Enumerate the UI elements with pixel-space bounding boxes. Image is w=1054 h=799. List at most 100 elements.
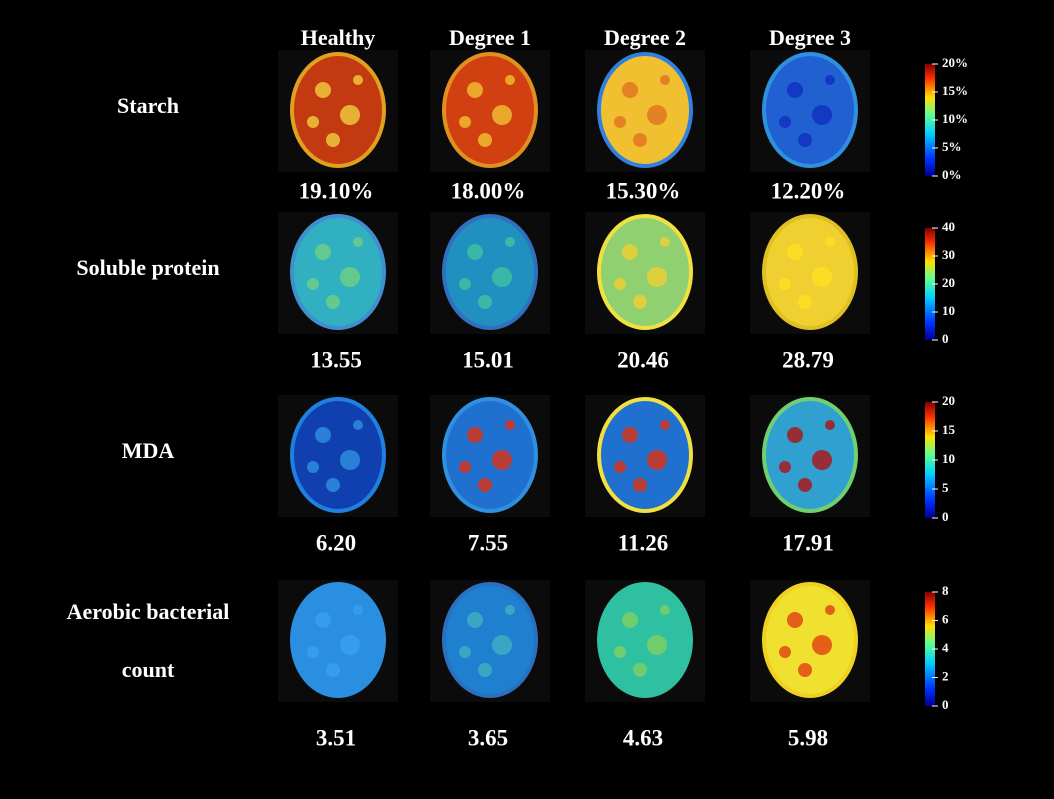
map-spot [315,427,331,443]
value: 12.20% [771,178,846,203]
map-spot [459,461,471,473]
value: 3.51 [316,725,356,750]
row-label: Starch [117,93,179,118]
value: 19.10% [299,178,374,203]
map-spot [326,295,340,309]
colorbar-label: 20% [942,55,968,70]
map [292,54,384,166]
map-spot [812,267,832,287]
map-spot [647,450,667,470]
map-spot [798,663,812,677]
map-spot [779,646,791,658]
map-spot [353,605,363,615]
map-spot [340,267,360,287]
column-header: Degree 3 [769,25,851,50]
map [764,399,856,511]
map-spot [353,420,363,430]
colorbar-label: 0% [942,167,962,182]
map-spot [467,427,483,443]
map [292,399,384,511]
value: 28.79 [782,347,834,372]
column-header: Degree 1 [449,25,531,50]
map-spot [326,133,340,147]
map-spot [315,244,331,260]
colorbar-label: 4 [942,640,949,655]
map-spot [307,116,319,128]
map [764,54,856,166]
map-spot [622,427,638,443]
colorbar-label: 10 [942,451,955,466]
map [292,584,384,696]
figure: HealthyDegree 1Degree 2Degree 3Starch19.… [0,0,1054,799]
map-spot [307,646,319,658]
map-spot [787,612,803,628]
map-spot [315,82,331,98]
value: 13.55 [310,347,362,372]
map-spot [660,420,670,430]
map-spot [647,105,667,125]
map-spot [614,646,626,658]
map-spot [353,75,363,85]
value: 15.01 [462,347,514,372]
map-spot [478,295,492,309]
map-spot [622,612,638,628]
map [599,216,691,328]
map-spot [478,663,492,677]
map-spot [660,75,670,85]
row-label: Soluble protein [76,255,219,280]
map-spot [787,82,803,98]
map-spot [492,267,512,287]
map-spot [459,646,471,658]
colorbar-label: 5% [942,139,962,154]
map-spot [326,663,340,677]
column-header: Degree 2 [604,25,686,50]
map-spot [779,116,791,128]
colorbar-label: 2 [942,668,949,683]
map-spot [492,105,512,125]
map-spot [633,663,647,677]
value: 5.98 [788,725,828,750]
map-spot [825,420,835,430]
map-spot [798,133,812,147]
map-spot [505,605,515,615]
colorbar-label: 15 [942,422,956,437]
map-spot [614,116,626,128]
map-spot [478,133,492,147]
colorbar-label: 10% [942,111,968,126]
map [444,54,536,166]
row-label: Aerobic bacterial [67,599,230,624]
map-spot [787,244,803,260]
map-spot [647,267,667,287]
map-spot [812,105,832,125]
colorbar-label: 8 [942,583,949,598]
map-spot [459,278,471,290]
map-spot [505,237,515,247]
colorbar-label: 5 [942,480,949,495]
map-spot [307,278,319,290]
map-spot [492,635,512,655]
map-spot [825,237,835,247]
colorbar-label: 40 [942,219,955,234]
value: 15.30% [606,178,681,203]
map-spot [779,278,791,290]
map-spot [353,237,363,247]
map [764,216,856,328]
map [444,399,536,511]
colorbar-label: 0 [942,509,949,524]
map-spot [467,612,483,628]
value: 17.91 [782,530,834,555]
map-spot [660,237,670,247]
map-spot [340,635,360,655]
map-spot [326,478,340,492]
value: 18.00% [451,178,526,203]
map [292,216,384,328]
map-spot [779,461,791,473]
value: 6.20 [316,530,356,555]
map-spot [622,244,638,260]
map-spot [614,278,626,290]
colorbar-label: 20 [942,393,955,408]
map [599,54,691,166]
value: 11.26 [618,530,668,555]
map-spot [459,116,471,128]
colorbar-label: 20 [942,275,955,290]
